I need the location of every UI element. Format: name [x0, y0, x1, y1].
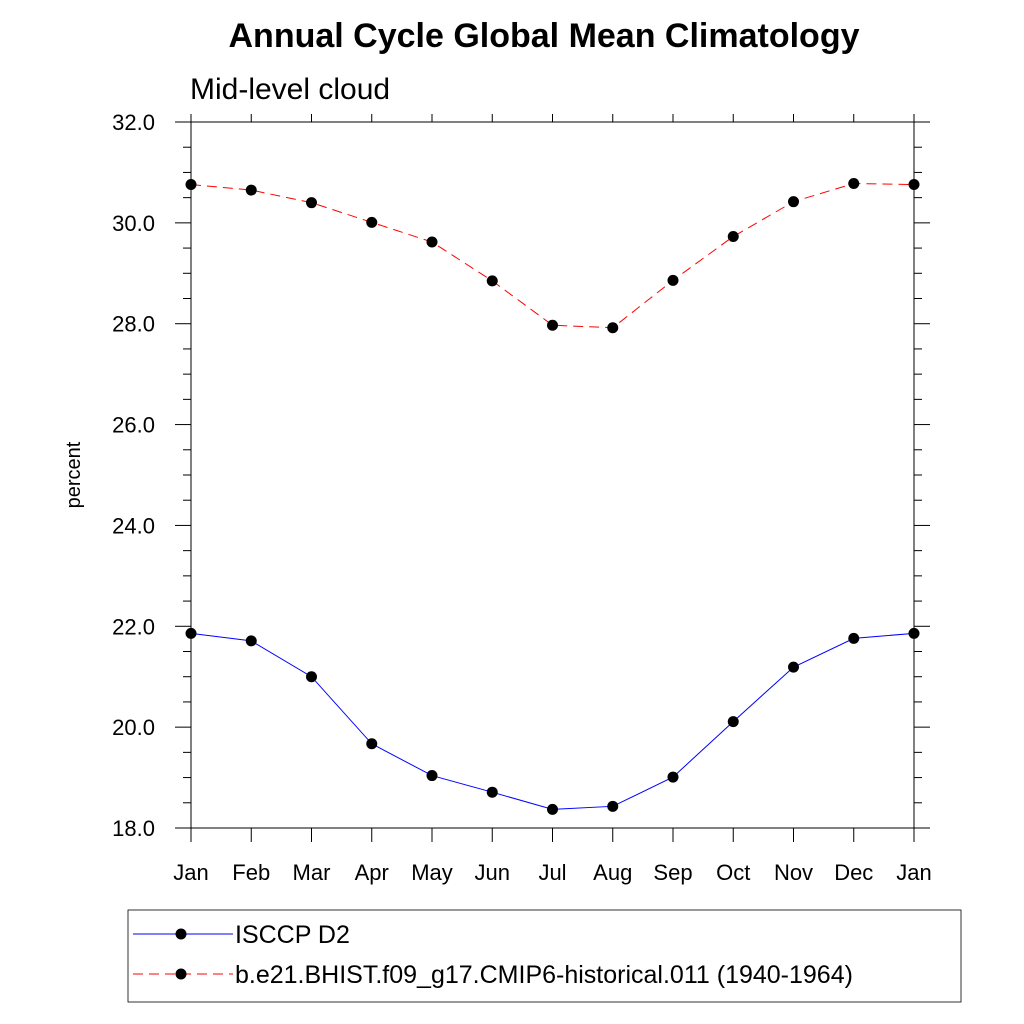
series-markers [185, 178, 920, 815]
x-tick-label: Oct [716, 860, 750, 885]
data-point [426, 770, 438, 782]
x-tick-label: May [411, 860, 453, 885]
data-point [306, 671, 317, 683]
data-point [185, 627, 197, 639]
data-point [486, 275, 498, 287]
data-point [908, 627, 920, 639]
chart-title: Annual Cycle Global Mean Climatology [229, 17, 860, 55]
y-tick-label: 24.0 [112, 513, 155, 538]
data-point [667, 274, 679, 286]
x-tick-label: Sep [653, 860, 692, 885]
axis-tick-labels: 18.0 20.0 22.0 24.0 26.0 28.0 30.0 32.0 Jan Feb Ma… [112, 110, 932, 885]
chart-subtitle: Mid-level cloud [190, 73, 390, 106]
data-point [426, 236, 438, 248]
data-point [547, 803, 558, 815]
data-point [245, 635, 257, 647]
x-tick-label: Jul [538, 860, 566, 885]
legend-label: ISCCP D2 [235, 921, 350, 949]
axis-ticks [175, 114, 930, 842]
data-point [366, 738, 378, 750]
series-line-2 [190, 183, 915, 329]
x-tick-label: Jun [475, 860, 510, 885]
x-tick-label: Aug [593, 860, 632, 885]
data-point [848, 632, 860, 644]
y-tick-label: 32.0 [112, 110, 155, 135]
data-point [788, 196, 799, 208]
y-tick-label: 26.0 [112, 413, 155, 438]
data-point [366, 216, 378, 228]
data-point [185, 179, 197, 191]
data-point [245, 184, 257, 196]
y-tick-label: 20.0 [112, 715, 155, 740]
legend-marker [175, 928, 187, 940]
x-tick-label: Jan [896, 860, 931, 885]
x-tick-label: Jan [173, 860, 208, 885]
data-point [306, 197, 317, 209]
data-point [727, 716, 739, 728]
data-point [908, 179, 920, 191]
data-point [547, 319, 558, 331]
x-tick-label: Apr [355, 860, 389, 885]
data-point [607, 800, 619, 812]
data-point [486, 786, 498, 798]
legend-box [127, 909, 962, 1003]
data-point [788, 661, 799, 673]
x-tick-label: Dec [834, 860, 873, 885]
y-axis-label: percent [63, 441, 85, 508]
y-tick-label: 18.0 [112, 816, 155, 841]
x-tick-label: Nov [774, 860, 813, 885]
x-tick-label: Feb [232, 860, 270, 885]
data-point [607, 322, 619, 334]
y-tick-label: 28.0 [112, 312, 155, 337]
x-tick-label: Mar [293, 860, 331, 885]
data-point [848, 178, 860, 190]
series-lines [190, 183, 915, 810]
legend: ISCCP D2 b.e21.BHIST.f09_g17.CMIP6-histor… [127, 909, 962, 1003]
y-tick-label: 22.0 [112, 614, 155, 639]
series-line-1 [190, 632, 915, 810]
plot-frame [190, 121, 915, 829]
data-point [727, 230, 739, 242]
data-point [667, 771, 679, 783]
y-tick-label: 30.0 [112, 211, 155, 236]
legend-marker [175, 968, 187, 980]
legend-label: b.e21.BHIST.f09_g17.CMIP6-historical.011… [235, 961, 853, 989]
